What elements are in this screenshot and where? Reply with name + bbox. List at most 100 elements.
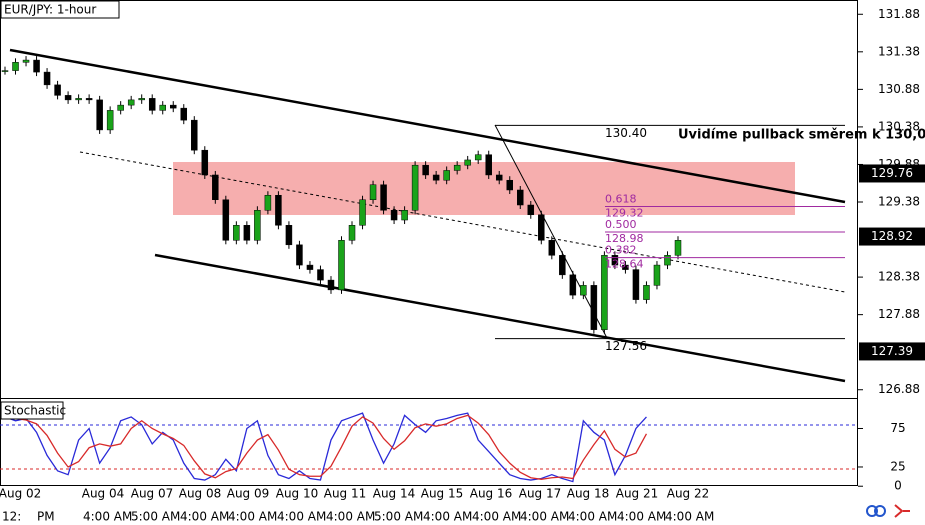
candle [380,184,387,211]
x-time-label: 4:00 AM [617,510,666,524]
candle [359,199,366,226]
x-date-label: Aug 18 [567,487,610,501]
price-marker [859,227,925,246]
x-time-label: 4:00 AM [180,510,229,524]
fib-ratio: 0.382 [605,244,637,257]
candle [117,104,124,111]
candle [22,59,30,63]
candle [453,164,461,171]
x-time-label: 4:00 AM [277,510,326,524]
x-time-label: 5:00 AM [374,510,423,524]
candle [254,210,261,241]
x-date-label: Aug 17 [519,487,562,501]
candle [243,225,251,241]
candle [369,184,377,201]
candle [401,210,408,221]
x-date-label: Aug 09 [227,487,270,501]
frame [0,0,858,486]
y-tick-label: 131.88 [878,7,920,21]
x-time-label: 4:00 AM [228,510,277,524]
candle [148,98,156,111]
candle [43,71,51,86]
candle [390,210,398,221]
candle [632,269,640,300]
candle [348,225,356,241]
candle [75,98,82,101]
y-tick-label: 127.88 [878,307,920,321]
x-time-label: 4:00 AM [326,510,375,524]
footer-icons [866,504,910,518]
candle [674,240,682,256]
chart-title: EUR/JPY: 1-hour [4,3,96,17]
x-date-label: Aug 15 [421,487,464,501]
candle [233,225,240,241]
candle [653,264,661,286]
candle [222,199,230,241]
x-date-label: Aug 14 [373,487,416,501]
candle [527,204,535,216]
fib-label: 128.98 [605,232,644,245]
candle [643,285,650,300]
fib-diagonal [494,124,608,339]
candle [622,264,629,270]
y-tick-label: 130.88 [878,82,920,96]
level-label: 127.56 [605,339,647,353]
x-time-label: 4:00 AM [472,510,521,524]
fib-ratio: 0.500 [605,218,637,231]
y2-tick-label: 0 [894,479,902,493]
candle [432,174,440,181]
y-tick-label: 128.38 [878,270,920,284]
price-marker-label: 129.76 [871,166,913,180]
candle [306,264,314,270]
x-time-label: 4:00 AM [665,510,714,524]
price-marker [859,164,925,183]
stochastic-line [5,414,648,480]
price-marker [859,342,925,361]
x-time-label: 4:00 AM [568,510,617,524]
x-time-label: 5:00 AM [131,510,180,524]
candle [264,194,272,211]
y-tick-label: 130.38 [878,119,920,133]
candle [96,99,103,131]
y-tick-label: 126.88 [878,382,920,396]
candle [1,70,9,72]
candle [580,285,587,296]
channel-mid [79,151,846,293]
candle [538,214,545,241]
candle [517,189,524,206]
candle [559,255,566,276]
level-label: 130.40 [605,126,647,140]
candle [191,119,198,151]
candle [64,95,72,101]
candle [601,255,608,330]
candle [212,174,219,201]
icon[interactable] [894,504,910,518]
candle [664,255,671,266]
candle [12,62,19,71]
icon[interactable] [874,505,886,517]
candle [569,274,577,296]
y2-tick-label: 75 [890,421,905,435]
x-date-label: Aug 07 [131,487,174,501]
candle [338,240,345,291]
y-tick-label: 131.38 [878,44,920,58]
x-date-label: Aug 04 [82,487,125,501]
candle [422,164,429,176]
candle [474,154,482,161]
x-date-label: Aug 16 [470,487,513,501]
candle [506,179,513,191]
x-time-label: 12: [2,510,21,524]
icon[interactable] [866,505,878,517]
channel-lower [154,253,846,383]
y-tick-label: 129.38 [878,195,920,209]
x-time-label: PM [37,510,55,524]
x-time-label: 4:00 AM [83,510,132,524]
candle [106,110,114,131]
candle [138,98,145,101]
x-date-label: Aug 08 [179,487,222,501]
indicator-title-box [0,401,64,420]
candle [170,104,177,109]
candle [327,279,335,291]
candle [590,285,598,330]
